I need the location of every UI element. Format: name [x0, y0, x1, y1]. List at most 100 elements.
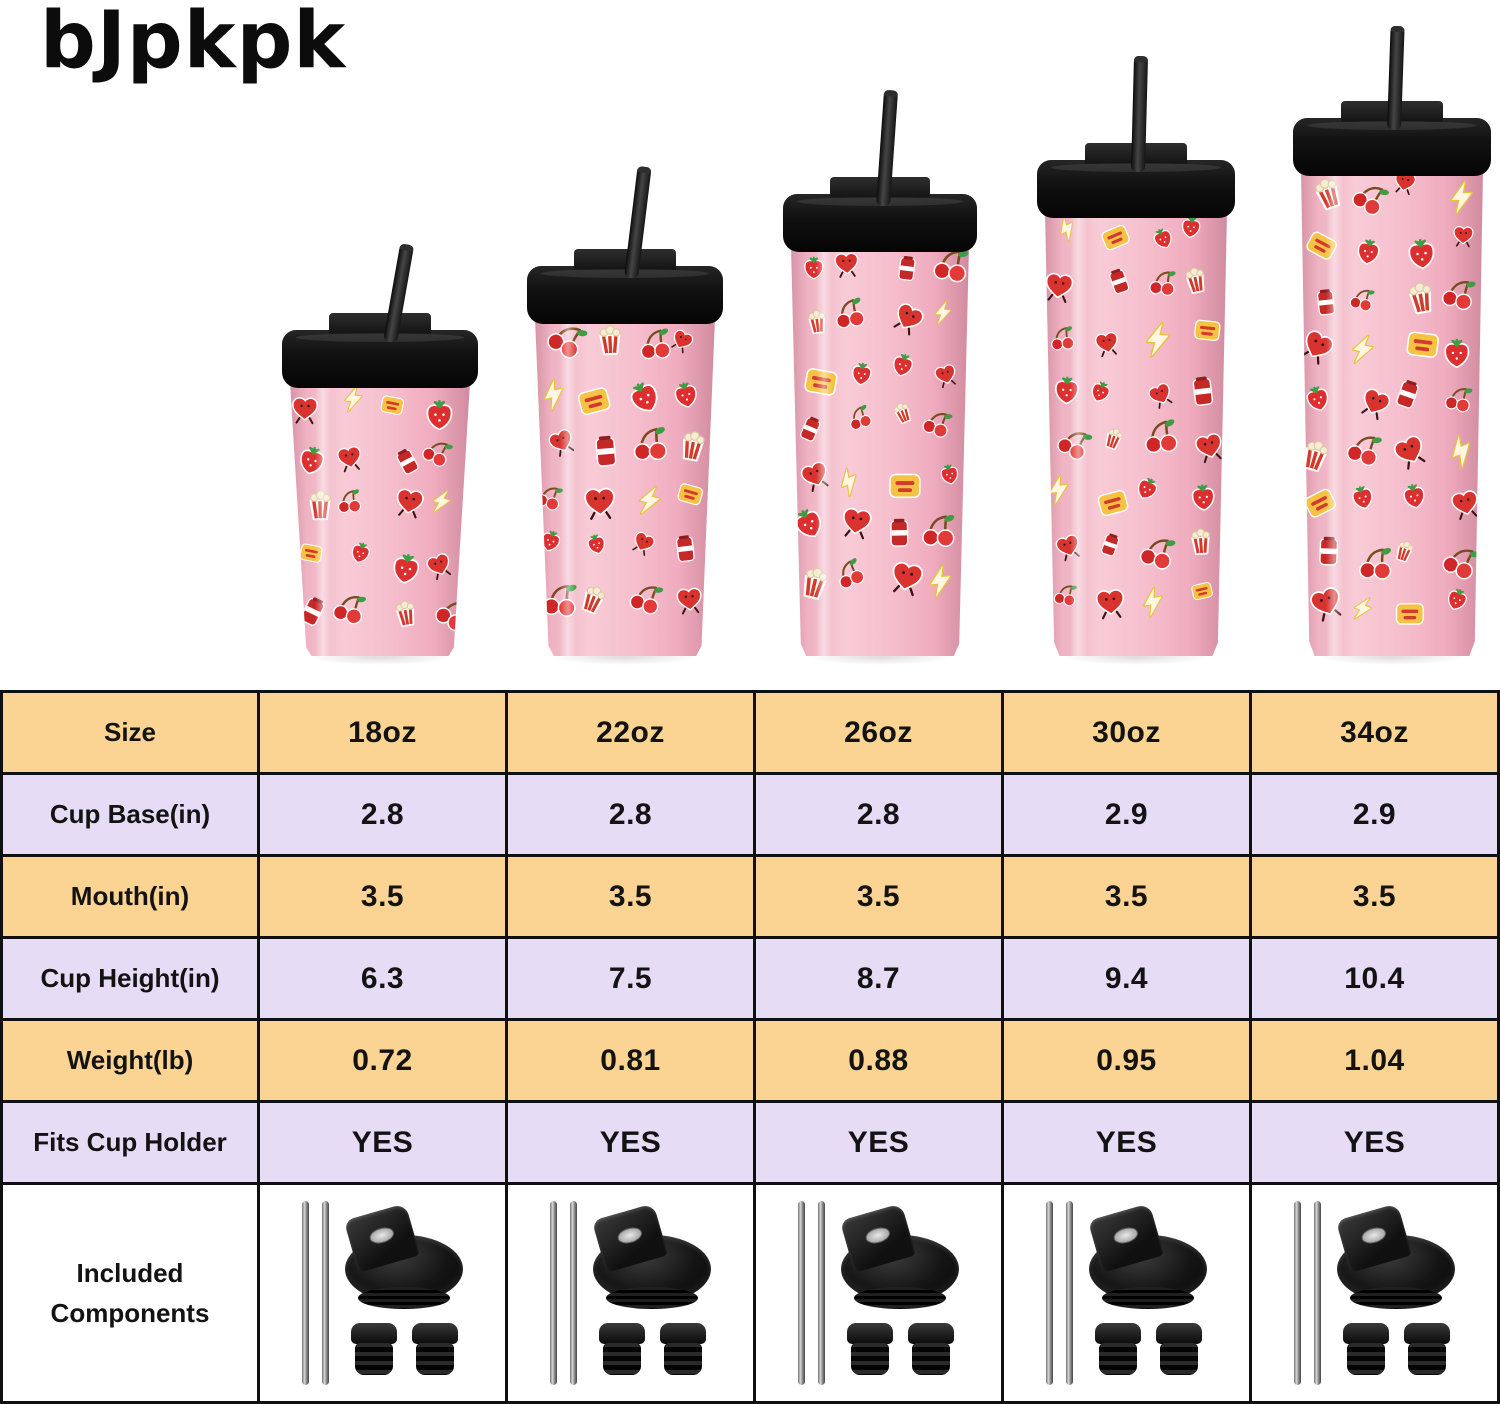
- pattern-sticker-icon: [1346, 175, 1392, 221]
- pattern-sticker-icon: [1401, 232, 1442, 273]
- pattern-sticker-icon: [1135, 531, 1178, 574]
- pattern-sticker-icon: [391, 483, 429, 521]
- pattern-sticker-icon: [387, 594, 423, 630]
- pattern-sticker-icon: [1393, 597, 1427, 631]
- pattern-sticker-icon: [1049, 371, 1084, 406]
- pattern-sticker-icon: [1438, 275, 1478, 315]
- pattern-sticker-icon: [1095, 217, 1136, 258]
- pattern-sticker-icon: [1440, 581, 1474, 615]
- pattern-sticker-icon: [1439, 429, 1483, 474]
- pattern-sticker-icon: [1399, 275, 1442, 318]
- pattern-sticker-icon: [1310, 533, 1347, 570]
- pattern-sticker-icon: [1050, 528, 1086, 564]
- mouth-in-value-30oz: 3.5: [1004, 857, 1252, 939]
- pattern-sticker-icon: [1309, 284, 1344, 319]
- pattern-sticker-icon: [1183, 371, 1223, 411]
- row-label-mouth-in: Mouth(in): [3, 857, 260, 939]
- cup-body: [1045, 212, 1227, 656]
- straw-stoppers-icon: [846, 1323, 954, 1375]
- pattern-sticker-icon: [429, 590, 470, 638]
- row-label-cup-height-in: Cup Height(in): [3, 939, 260, 1021]
- pattern-sticker-icon: [292, 439, 333, 480]
- pattern-sticker-icon: [922, 563, 959, 600]
- pattern-sticker-icon: [329, 589, 369, 629]
- pattern-sticker-icon: [1402, 324, 1444, 366]
- pattern-sticker-icon: [667, 530, 703, 566]
- flip-lid-icon: [591, 1203, 711, 1309]
- flip-lid-icon: [1335, 1203, 1455, 1309]
- metal-straws-icon: [798, 1201, 825, 1385]
- product-lineup: [0, 0, 1500, 690]
- pattern-sticker-icon: [1357, 545, 1395, 583]
- pattern-sticker-icon: [882, 515, 917, 550]
- row-label-weight-lb: Weight(lb): [3, 1021, 260, 1103]
- included-components-cell-22oz: [508, 1185, 756, 1404]
- pattern-sticker-icon: [1343, 330, 1382, 369]
- pattern-sticker-icon: [802, 305, 833, 336]
- pattern-sticker-icon: [385, 546, 427, 588]
- size-value-26oz: 26oz: [756, 693, 1004, 775]
- pattern-sticker-icon: [1091, 327, 1123, 359]
- pattern-sticker-icon: [535, 375, 574, 415]
- fits-cup-holder-value-34oz: YES: [1252, 1103, 1500, 1185]
- pattern-sticker-icon: [425, 484, 459, 518]
- pattern-sticker-icon: [345, 536, 377, 568]
- weight-lb-value-30oz: 0.95: [1004, 1021, 1252, 1103]
- flip-lid-icon: [1087, 1203, 1207, 1309]
- size-value-18oz: 18oz: [260, 693, 508, 775]
- weight-lb-value-18oz: 0.72: [260, 1021, 508, 1103]
- pattern-sticker-icon: [1052, 582, 1079, 609]
- pattern-sticker-icon: [1177, 262, 1214, 299]
- cup-body: [1301, 170, 1483, 656]
- pattern-sticker-icon: [1092, 584, 1130, 622]
- pattern-sticker-icon: [667, 375, 704, 412]
- brand-logo: bJpkpk: [40, 0, 347, 86]
- pattern-sticker-icon: [1304, 170, 1352, 217]
- pattern-sticker-icon: [591, 320, 629, 358]
- pattern-sticker-icon: [1190, 426, 1227, 466]
- pattern-sticker-icon: [791, 498, 832, 547]
- pattern-sticker-icon: [1346, 592, 1381, 627]
- cup-body: [791, 246, 969, 656]
- weight-lb-value-34oz: 1.04: [1252, 1021, 1500, 1103]
- pattern-sticker-icon: [1145, 221, 1179, 255]
- included-components-cell-18oz: [260, 1185, 508, 1404]
- pattern-sticker-icon: [1446, 484, 1483, 523]
- pattern-sticker-icon: [1099, 262, 1137, 300]
- pattern-sticker-icon: [334, 487, 364, 517]
- pattern-sticker-icon: [799, 360, 843, 404]
- mouth-in-value-18oz: 3.5: [260, 857, 508, 939]
- pattern-sticker-icon: [1134, 583, 1171, 620]
- pattern-sticker-icon: [1443, 180, 1479, 216]
- cup-base-in-value-34oz: 2.9: [1252, 775, 1500, 857]
- pattern-sticker-icon: [886, 397, 918, 429]
- row-label-included-components: Included Components: [3, 1185, 260, 1404]
- pattern-sticker-icon: [1190, 314, 1224, 348]
- pattern-sticker-icon: [629, 424, 671, 466]
- pattern-sticker-icon: [1397, 478, 1432, 513]
- pattern-sticker-icon: [1347, 285, 1376, 314]
- pattern-sticker-icon: [572, 379, 617, 424]
- flip-lid-icon: [839, 1203, 959, 1309]
- included-components-cell-34oz: [1252, 1185, 1500, 1404]
- pattern-sticker-icon: [890, 251, 924, 285]
- pattern-sticker-icon: [338, 384, 368, 414]
- pattern-sticker-icon: [535, 524, 567, 556]
- tumbler-22oz: [525, 165, 725, 665]
- row-label-fits-cup-holder: Fits Cup Holder: [3, 1103, 260, 1185]
- pattern-sticker-icon: [935, 458, 964, 487]
- row-label-size: Size: [3, 693, 260, 775]
- pattern-sticker-icon: [586, 430, 627, 471]
- metal-straws-icon: [1294, 1201, 1321, 1385]
- lid-button-icon: [1111, 1224, 1140, 1247]
- pattern-sticker-icon: [1437, 539, 1483, 585]
- pattern-sticker-icon: [837, 502, 877, 542]
- pattern-sticker-icon: [535, 481, 566, 514]
- pattern-sticker-icon: [830, 463, 869, 502]
- mouth-in-value-22oz: 3.5: [508, 857, 756, 939]
- pattern-sticker-icon: [1047, 324, 1078, 355]
- spec-table: Size 18oz 22oz 26oz 30oz 34oz Cup Base(in) 2.8 2…: [0, 690, 1500, 1404]
- pattern-sticker-icon: [618, 370, 669, 421]
- pattern-sticker-icon: [1342, 428, 1384, 470]
